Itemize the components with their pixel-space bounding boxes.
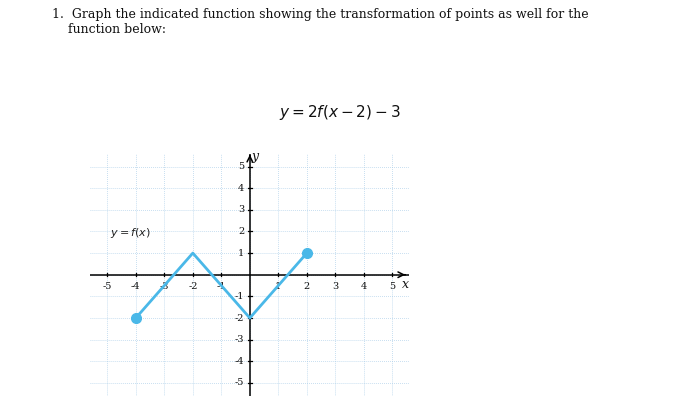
Text: -5: -5: [235, 379, 244, 387]
Text: 3: 3: [332, 282, 339, 290]
Text: 4: 4: [238, 184, 244, 193]
Text: x: x: [402, 278, 409, 291]
Text: -4: -4: [235, 357, 244, 366]
Text: -1: -1: [235, 292, 244, 301]
Text: -2: -2: [235, 314, 244, 322]
Text: -3: -3: [235, 335, 244, 344]
Text: -1: -1: [217, 282, 226, 290]
Text: -2: -2: [188, 282, 198, 290]
Text: 1.  Graph the indicated function showing the transformation of points as well fo: 1. Graph the indicated function showing …: [52, 8, 589, 36]
Text: -5: -5: [103, 282, 112, 290]
Text: 5: 5: [389, 282, 396, 290]
Text: 1: 1: [238, 248, 244, 258]
Text: -4: -4: [131, 282, 141, 290]
Text: 1: 1: [276, 282, 282, 290]
Text: 2: 2: [238, 227, 244, 236]
Text: y: y: [251, 150, 259, 163]
Text: 4: 4: [361, 282, 367, 290]
Text: 5: 5: [238, 162, 244, 171]
Text: 2: 2: [304, 282, 310, 290]
Text: -3: -3: [160, 282, 169, 290]
Text: $y = f(x)$: $y = f(x)$: [110, 226, 151, 240]
Text: 3: 3: [238, 205, 244, 214]
Text: $y = 2f(x-2)-3$: $y = 2f(x-2)-3$: [279, 103, 401, 122]
